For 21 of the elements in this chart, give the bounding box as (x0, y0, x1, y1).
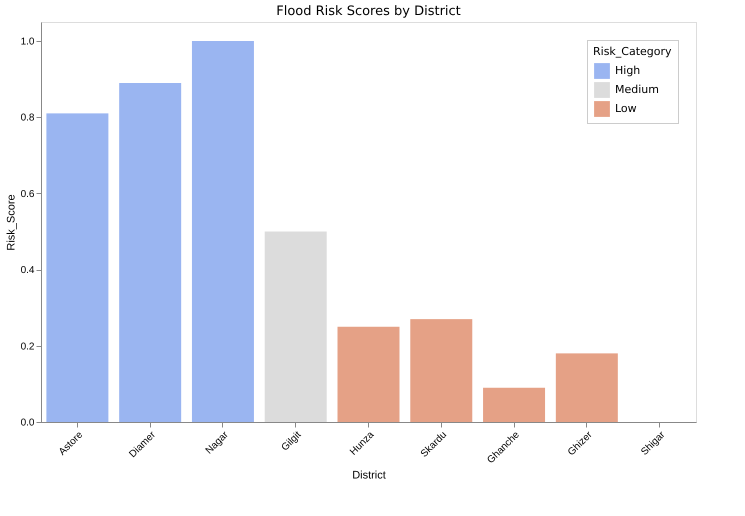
bar (46, 113, 108, 422)
legend-label: Low (615, 102, 637, 115)
y-tick-label: 0.8 (20, 112, 35, 124)
bar (192, 41, 254, 422)
x-axis-title: District (352, 469, 386, 482)
legend-label: High (615, 64, 640, 77)
chart-title: Flood Risk Scores by District (276, 4, 461, 19)
y-axis-title: Risk_Score (6, 194, 18, 251)
legend-title: Risk_Category (593, 45, 672, 58)
bar (264, 232, 327, 422)
y-tick-label: 0.6 (20, 188, 35, 200)
y-tick-label: 0.4 (20, 265, 35, 276)
y-tick-label: 0.2 (20, 341, 35, 352)
legend-label: Medium (615, 83, 659, 96)
bar (483, 388, 546, 422)
y-tick-label: 1.0 (20, 36, 35, 48)
bar (119, 82, 182, 422)
bar (556, 353, 618, 422)
y-tick-label: 0.0 (20, 418, 35, 428)
bar (410, 319, 472, 422)
bar (338, 326, 400, 422)
